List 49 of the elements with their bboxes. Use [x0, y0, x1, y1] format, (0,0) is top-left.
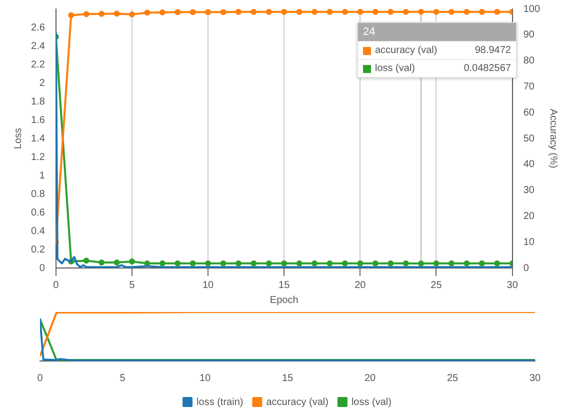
- legend-label: accuracy (val): [266, 396, 328, 408]
- y-tick-label: 1.2: [30, 152, 46, 163]
- x-tick-label: 10: [202, 280, 214, 291]
- y-tick-label: 1.6: [30, 114, 46, 126]
- annotation: 98.9472: [474, 45, 511, 56]
- y2-axis-title: Accuracy (%): [547, 108, 558, 168]
- y2-tick-label: 70: [523, 81, 535, 92]
- tooltip-header: 24: [358, 23, 516, 41]
- legend-label: loss (val): [351, 396, 392, 408]
- legend-label: loss (train): [196, 396, 244, 408]
- y-tick-label: 2.2: [30, 59, 46, 70]
- y-tick-label: 0.2: [30, 244, 46, 256]
- y-tick-label: 0.4: [30, 226, 46, 237]
- x-tick-label: 0: [53, 280, 60, 291]
- y-tick-label: 1.4: [30, 133, 46, 144]
- legend-label: loss (val): [375, 63, 416, 74]
- y2-tick-label: 40: [523, 159, 535, 170]
- x-tick-label: 15: [278, 280, 290, 291]
- y2-tick-label: 0: [523, 262, 530, 274]
- y2-tick-label: 100: [523, 4, 540, 15]
- x-tick-label: 30: [529, 372, 541, 384]
- x-tick-label: 25: [446, 372, 458, 384]
- y-tick-label: 1: [39, 170, 46, 182]
- legend-label: accuracy (val): [375, 45, 438, 56]
- y2-tick-label: 90: [523, 30, 535, 41]
- x-tick-label: 25: [430, 280, 442, 291]
- y2-tick-label: 50: [523, 133, 535, 144]
- y2-tick-label: 10: [523, 236, 535, 248]
- y-tick-label: 2.6: [30, 22, 46, 34]
- y2-tick-label: 20: [523, 210, 535, 222]
- y2-tick-label: 80: [523, 56, 535, 67]
- y-tick-label: 1.8: [30, 96, 46, 108]
- x-tick-label: 5: [120, 372, 126, 384]
- x-tick-label: 20: [364, 372, 376, 384]
- y-tick-label: 2.4: [30, 40, 46, 52]
- x-tick-label: 15: [282, 372, 294, 384]
- y2-tick-label: 30: [523, 185, 535, 196]
- y2-tick-label: 60: [523, 107, 535, 118]
- x-tick-label: 20: [354, 280, 366, 291]
- x-tick-label: 5: [129, 280, 136, 291]
- y-tick-label: 0.6: [30, 207, 46, 218]
- y-axis-title: Loss: [12, 128, 24, 150]
- x-tick-label: 10: [199, 372, 211, 384]
- x-axis-title: Epoch: [270, 294, 298, 306]
- annotation: 0.0482567: [464, 63, 511, 74]
- y-tick-label: 2: [39, 78, 46, 89]
- x-tick-label: 30: [506, 280, 518, 291]
- y-tick-label: 0: [39, 262, 46, 274]
- y-tick-label: 0.8: [30, 188, 46, 200]
